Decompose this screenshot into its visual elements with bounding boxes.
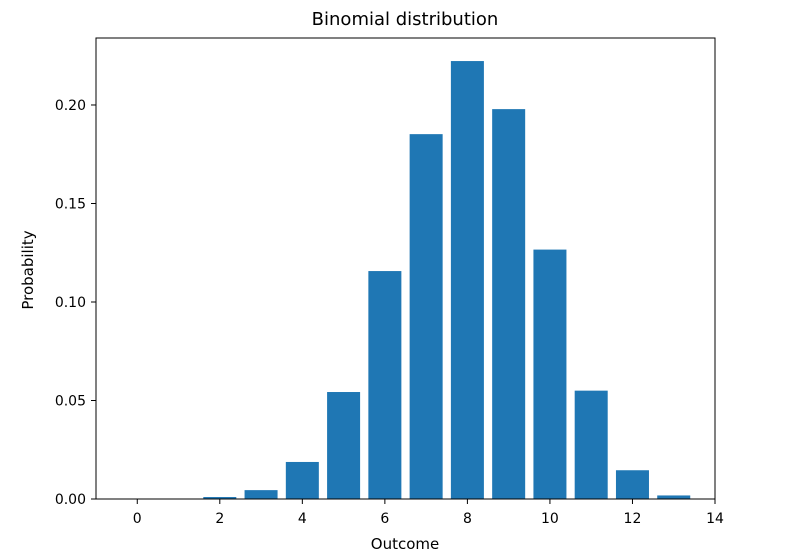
bar-outcome-2 [203,497,237,499]
bar-outcome-11 [574,390,608,499]
y-tick-label: 0.10 [55,295,86,311]
plot-frame [95,37,716,500]
x-axis-ticks: 0 2 4 6 8 10 12 14 [133,499,724,527]
chart-title: Binomial distribution [312,9,499,30]
y-axis-ticks: 0.00 0.05 0.10 0.15 0.20 [55,98,96,508]
x-tick-label: 8 [463,511,472,527]
y-tick-label: 0.00 [55,492,86,508]
x-tick-label: 14 [706,511,724,527]
bar-outcome-7 [409,134,443,499]
y-tick-label: 0.20 [55,98,86,114]
bar-outcome-4 [285,461,319,499]
x-tick-label: 0 [133,511,142,527]
bar-outcome-8 [450,61,484,500]
x-axis-label: Outcome [371,535,439,553]
bar-outcome-12 [615,470,649,499]
bar-outcome-6 [368,271,402,499]
y-tick-label: 0.15 [55,196,86,212]
y-axis-label: Probability [19,230,37,309]
x-tick-label: 4 [298,511,307,527]
x-tick-label: 12 [624,511,642,527]
y-tick-label: 0.05 [55,393,86,409]
x-tick-label: 2 [215,511,224,527]
bar-outcome-13 [657,495,691,499]
bar-outcome-3 [244,490,278,499]
bar-outcome-5 [327,392,361,499]
bar-outcome-10 [533,249,567,499]
x-tick-label: 6 [380,511,389,527]
bars [203,61,691,500]
bar-outcome-9 [492,109,526,500]
x-tick-label: 10 [541,511,559,527]
